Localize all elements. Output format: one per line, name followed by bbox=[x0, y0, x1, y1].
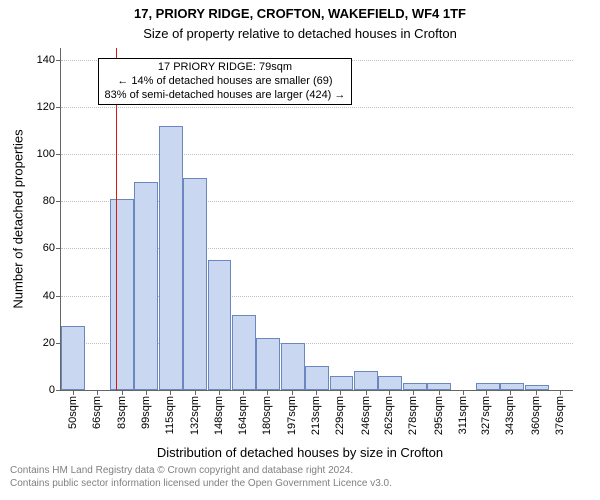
footer-line: Contains public sector information licen… bbox=[10, 478, 392, 491]
y-axis-label: Number of detached properties bbox=[11, 129, 26, 308]
histogram-bar bbox=[110, 199, 134, 390]
histogram-bar bbox=[61, 326, 85, 390]
x-tick bbox=[219, 390, 220, 395]
histogram-bar bbox=[305, 366, 329, 390]
x-tick bbox=[243, 390, 244, 395]
x-tick bbox=[439, 390, 440, 395]
x-tick bbox=[73, 390, 74, 395]
y-tick-label: 0 bbox=[49, 384, 61, 396]
x-tick bbox=[413, 390, 414, 395]
x-tick bbox=[97, 390, 98, 395]
x-tick bbox=[463, 390, 464, 395]
x-tick-label: 180sqm bbox=[261, 396, 273, 435]
gridline bbox=[61, 107, 573, 108]
x-tick bbox=[195, 390, 196, 395]
footer-text: Contains HM Land Registry data © Crown c… bbox=[10, 465, 392, 490]
x-tick-label: 311sqm bbox=[457, 396, 469, 434]
x-tick-label: 148sqm bbox=[213, 396, 225, 435]
chart-container: 17, PRIORY RIDGE, CROFTON, WAKEFIELD, WF… bbox=[0, 0, 600, 500]
x-tick bbox=[366, 390, 367, 395]
x-tick-label: 343sqm bbox=[504, 396, 516, 435]
x-tick-label: 327sqm bbox=[480, 396, 492, 435]
x-tick bbox=[122, 390, 123, 395]
y-tick-label: 100 bbox=[37, 148, 61, 160]
x-tick bbox=[340, 390, 341, 395]
histogram-bar bbox=[183, 178, 207, 390]
histogram-bar bbox=[330, 376, 354, 390]
x-tick-label: 164sqm bbox=[237, 396, 249, 435]
gridline bbox=[61, 154, 573, 155]
annotation-line: 83% of semi-detached houses are larger (… bbox=[105, 89, 346, 103]
x-tick-label: 115sqm bbox=[164, 396, 176, 434]
y-tick-label: 120 bbox=[37, 101, 61, 113]
x-tick bbox=[316, 390, 317, 395]
x-tick bbox=[486, 390, 487, 395]
page-title: 17, PRIORY RIDGE, CROFTON, WAKEFIELD, WF… bbox=[0, 6, 600, 21]
x-tick-label: 99sqm bbox=[140, 396, 152, 429]
histogram-bar bbox=[500, 383, 524, 390]
histogram-bar bbox=[232, 315, 256, 390]
x-tick-label: 278sqm bbox=[407, 396, 419, 435]
x-tick-label: 229sqm bbox=[334, 396, 346, 435]
histogram-bar bbox=[354, 371, 378, 390]
x-tick-label: 66sqm bbox=[91, 396, 103, 429]
x-tick bbox=[170, 390, 171, 395]
y-tick-label: 60 bbox=[43, 242, 61, 254]
x-tick bbox=[510, 390, 511, 395]
x-tick-label: 132sqm bbox=[189, 396, 201, 435]
x-tick-label: 360sqm bbox=[530, 396, 542, 435]
x-tick-label: 246sqm bbox=[360, 396, 372, 435]
histogram-bar bbox=[208, 260, 232, 390]
page-subtitle: Size of property relative to detached ho… bbox=[0, 26, 600, 41]
histogram-bar bbox=[134, 182, 158, 390]
y-tick-label: 80 bbox=[43, 195, 61, 207]
x-tick-label: 197sqm bbox=[286, 396, 298, 435]
footer-line: Contains HM Land Registry data © Crown c… bbox=[10, 465, 392, 478]
histogram-bar bbox=[159, 126, 183, 390]
x-tick bbox=[536, 390, 537, 395]
x-axis-label: Distribution of detached houses by size … bbox=[0, 445, 600, 460]
x-tick-label: 83sqm bbox=[116, 396, 128, 429]
histogram-bar bbox=[427, 383, 451, 390]
x-tick-label: 295sqm bbox=[433, 396, 445, 435]
histogram-bar bbox=[476, 383, 500, 390]
histogram-bar bbox=[256, 338, 280, 390]
annotation-box: 17 PRIORY RIDGE: 79sqm← 14% of detached … bbox=[98, 58, 353, 105]
x-tick bbox=[146, 390, 147, 395]
x-tick bbox=[267, 390, 268, 395]
x-tick-label: 262sqm bbox=[383, 396, 395, 435]
x-tick-label: 50sqm bbox=[67, 396, 79, 429]
x-tick bbox=[560, 390, 561, 395]
x-tick-label: 213sqm bbox=[310, 396, 322, 435]
x-tick bbox=[292, 390, 293, 395]
x-tick-label: 376sqm bbox=[554, 396, 566, 435]
histogram-bar bbox=[378, 376, 402, 390]
y-tick-label: 20 bbox=[43, 337, 61, 349]
y-tick-label: 40 bbox=[43, 290, 61, 302]
histogram-bar bbox=[281, 343, 305, 390]
x-tick bbox=[389, 390, 390, 395]
y-tick-label: 140 bbox=[37, 54, 61, 66]
annotation-line: ← 14% of detached houses are smaller (69… bbox=[105, 75, 346, 89]
annotation-line: 17 PRIORY RIDGE: 79sqm bbox=[105, 61, 346, 75]
histogram-bar bbox=[403, 383, 427, 390]
